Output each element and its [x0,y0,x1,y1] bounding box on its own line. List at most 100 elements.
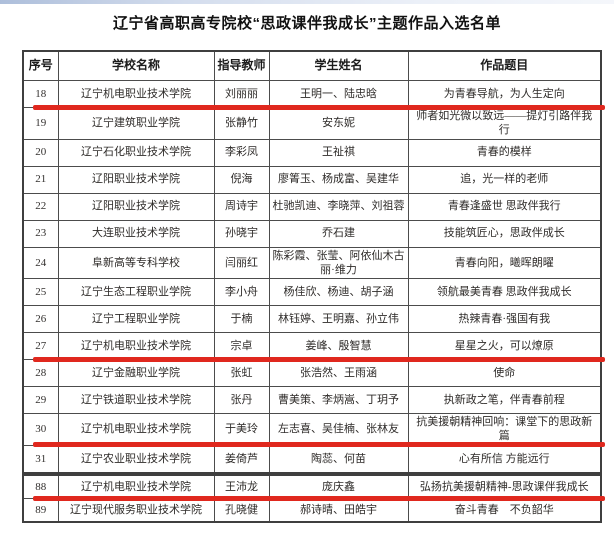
table-row: 28 辽宁金融职业学院 张虹 张浩然、王雨涵 使命 [22,359,602,388]
column-header-students: 学生姓名 [268,50,409,81]
cell-school: 辽宁铁道职业技术学院 [57,386,215,415]
cell-index: 27 [22,332,59,361]
cell-school: 辽宁农业职业技术学院 [57,444,215,474]
cell-teacher: 姜倚芦 [213,444,270,474]
cell-school: 辽宁生态工程职业学院 [57,278,215,307]
cell-index: 26 [22,305,59,334]
cell-school: 辽宁工程职业学院 [57,305,215,334]
cell-students: 陈彩霞、张莹、阿依仙木古丽·维力 [268,246,409,280]
cell-school: 辽宁金融职业学院 [57,359,215,388]
cell-students: 廖箐玉、杨成富、吴建华 [268,165,409,194]
cell-students: 王明一、陆忠晗 [268,80,409,108]
cell-teacher: 李小舟 [213,278,270,307]
cell-school: 辽宁机电职业技术学院 [57,413,215,446]
cell-index: 88 [22,474,59,499]
cell-work-title: 心有所信 方能远行 [407,444,602,474]
cell-students: 杜驰凯迪、李晓萍、刘祖蓉 [268,192,409,221]
cell-index: 89 [22,498,59,523]
table-row: 18 辽宁机电职业技术学院 刘丽丽 王明一、陆忠晗 为青春导航，为人生定向 [22,80,602,108]
cell-school: 辽阳职业技术学院 [57,165,215,194]
cell-work-title: 领航最美青春 思政伴我成长 [407,278,602,307]
cell-students: 林钰婷、王明嘉、孙立伟 [268,305,409,334]
cell-teacher: 于美玲 [213,413,270,446]
cell-work-title: 师者如光微以致远——提灯引路伴我行 [407,107,602,140]
table-row: 31 辽宁农业职业技术学院 姜倚芦 陶蕊、何苗 心有所信 方能远行 [22,444,602,474]
cell-school: 辽宁机电职业技术学院 [57,80,215,108]
cell-teacher: 孙晓宇 [213,219,270,248]
page-title: 辽宁省高职高专院校“思政课伴我成长”主题作品入选名单 [112,15,501,32]
scan-edge-artifact [0,0,614,4]
table-row: 89 辽宁现代服务职业技术学院 孔晓健 郝诗晴、田皓宇 奋斗青春 不负韶华 [22,498,602,523]
cell-work-title: 奋斗青春 不负韶华 [407,498,602,523]
cell-students: 张浩然、王雨涵 [268,359,409,388]
cell-work-title: 追，光一样的老师 [407,165,602,194]
cell-index: 31 [22,444,59,474]
cell-index: 19 [22,107,59,140]
cell-teacher: 宗卓 [213,332,270,361]
cell-teacher: 闫丽红 [213,246,270,280]
table-row: 26 辽宁工程职业学院 于楠 林钰婷、王明嘉、孙立伟 热辣青春·强国有我 [22,305,602,334]
table-row: 21 辽阳职业技术学院 倪海 廖箐玉、杨成富、吴建华 追，光一样的老师 [22,165,602,194]
column-header-index: 序号 [22,50,59,81]
cell-index: 20 [22,138,59,167]
cell-index: 21 [22,165,59,194]
cell-teacher: 张丹 [213,386,270,415]
cell-teacher: 倪海 [213,165,270,194]
cell-index: 18 [22,80,59,108]
cell-work-title: 青春逢盛世 思政伴我行 [407,192,602,221]
cell-students: 王祉祺 [268,138,409,167]
cell-work-title: 技能筑匠心，思政伴成长 [407,219,602,248]
cell-school: 辽宁建筑职业学院 [57,107,215,140]
cell-students: 安东妮 [268,107,409,140]
cell-work-title: 抗美援朝精神回响：课堂下的思政新篇 [407,413,602,446]
cell-school: 大连职业技术学院 [57,219,215,248]
cell-students: 乔石建 [268,219,409,248]
table-header-row: 序号 学校名称 指导教师 学生姓名 作品题目 [22,50,602,81]
table-row: 30 辽宁机电职业技术学院 于美玲 左志喜、吴佳楠、张林友 抗美援朝精神回响：课… [22,413,602,446]
cell-teacher: 张静竹 [213,107,270,140]
cell-students: 庞庆鑫 [268,474,409,499]
cell-index: 23 [22,219,59,248]
cell-teacher: 孔晓健 [213,498,270,523]
cell-index: 22 [22,192,59,221]
cell-students: 郝诗晴、田皓宇 [268,498,409,523]
cell-work-title: 为青春导航，为人生定向 [407,80,602,108]
cell-teacher: 张虹 [213,359,270,388]
selection-list-table: 序号 学校名称 指导教师 学生姓名 作品题目 18 辽宁机电职业技术学院 刘丽丽… [22,50,602,474]
cell-index: 28 [22,359,59,388]
column-header-work-title: 作品题目 [407,50,602,81]
cell-work-title: 青春向阳，曦晖朗曜 [407,246,602,280]
cell-teacher: 于楠 [213,305,270,334]
cell-teacher: 王沛龙 [213,474,270,499]
cell-work-title: 青春的模样 [407,138,602,167]
table-row: 23 大连职业技术学院 孙晓宇 乔石建 技能筑匠心，思政伴成长 [22,219,602,248]
table-row: 20 辽宁石化职业技术学院 李彩凤 王祉祺 青春的模样 [22,138,602,167]
table-row: 25 辽宁生态工程职业学院 李小舟 杨佳欣、杨迪、胡子涵 领航最美青春 思政伴我… [22,278,602,307]
cell-work-title: 使命 [407,359,602,388]
cell-work-title: 星星之火，可以燎原 [407,332,602,361]
cell-school: 阜新高等专科学校 [57,246,215,280]
column-header-teacher: 指导教师 [213,50,270,81]
cell-work-title: 执新政之笔，伴青春前程 [407,386,602,415]
table-row: 24 阜新高等专科学校 闫丽红 陈彩霞、张莹、阿依仙木古丽·维力 青春向阳，曦晖… [22,246,602,280]
cell-students: 曹美策、李炳嵩、丁玥予 [268,386,409,415]
table-row: 22 辽阳职业技术学院 周诗宇 杜驰凯迪、李晓萍、刘祖蓉 青春逢盛世 思政伴我行 [22,192,602,221]
cell-students: 杨佳欣、杨迪、胡子涵 [268,278,409,307]
table-row: 29 辽宁铁道职业技术学院 张丹 曹美策、李炳嵩、丁玥予 执新政之笔，伴青春前程 [22,386,602,415]
cell-teacher: 周诗宇 [213,192,270,221]
cell-work-title: 热辣青春·强国有我 [407,305,602,334]
cell-index: 30 [22,413,59,446]
column-header-school: 学校名称 [57,50,215,81]
cell-students: 陶蕊、何苗 [268,444,409,474]
cell-school: 辽宁石化职业技术学院 [57,138,215,167]
cell-teacher: 李彩凤 [213,138,270,167]
selection-list-table-continued: 88 辽宁机电职业技术学院 王沛龙 庞庆鑫 弘扬抗美援朝精神-思政课伴我成长 8… [22,474,602,523]
table-row: 19 辽宁建筑职业学院 张静竹 安东妮 师者如光微以致远——提灯引路伴我行 [22,107,602,140]
cell-index: 25 [22,278,59,307]
cell-work-title: 弘扬抗美援朝精神-思政课伴我成长 [407,474,602,499]
cell-school: 辽阳职业技术学院 [57,192,215,221]
cell-students: 姜峰、殷智慧 [268,332,409,361]
cell-students: 左志喜、吴佳楠、张林友 [268,413,409,446]
cell-index: 29 [22,386,59,415]
